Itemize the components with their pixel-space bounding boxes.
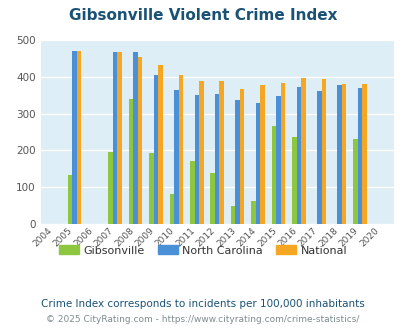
Bar	[153, 75, 158, 224]
Bar	[117, 52, 121, 224]
Bar	[260, 85, 264, 224]
Bar	[158, 65, 162, 224]
Bar	[108, 151, 113, 224]
Bar	[316, 91, 321, 224]
Text: Gibsonville Violent Crime Index: Gibsonville Violent Crime Index	[68, 8, 337, 23]
Text: Crime Index corresponds to incidents per 100,000 inhabitants: Crime Index corresponds to incidents per…	[41, 299, 364, 309]
Bar	[137, 57, 142, 224]
Text: © 2025 CityRating.com - https://www.cityrating.com/crime-statistics/: © 2025 CityRating.com - https://www.city…	[46, 315, 359, 324]
Bar	[255, 103, 260, 224]
Bar	[251, 201, 255, 224]
Bar	[194, 95, 198, 224]
Bar	[357, 88, 362, 224]
Bar	[210, 173, 214, 224]
Bar	[190, 161, 194, 224]
Bar	[133, 52, 137, 224]
Bar	[178, 75, 183, 224]
Bar	[113, 52, 117, 224]
Bar	[67, 175, 72, 224]
Bar	[341, 84, 345, 224]
Bar	[174, 90, 178, 224]
Bar	[275, 96, 280, 224]
Bar	[72, 51, 77, 224]
Bar	[230, 206, 235, 224]
Bar	[301, 78, 305, 224]
Bar	[337, 85, 341, 224]
Bar	[198, 82, 203, 224]
Legend: Gibsonville, North Carolina, National: Gibsonville, North Carolina, National	[54, 241, 351, 260]
Bar	[292, 137, 296, 224]
Bar	[77, 51, 81, 224]
Bar	[271, 126, 275, 224]
Bar	[235, 100, 239, 224]
Bar	[214, 94, 219, 224]
Bar	[352, 139, 357, 224]
Bar	[149, 153, 153, 224]
Bar	[280, 83, 284, 224]
Bar	[296, 87, 301, 224]
Bar	[128, 99, 133, 224]
Bar	[219, 82, 224, 224]
Bar	[169, 194, 174, 224]
Bar	[239, 89, 244, 224]
Bar	[362, 84, 366, 224]
Bar	[321, 79, 325, 224]
